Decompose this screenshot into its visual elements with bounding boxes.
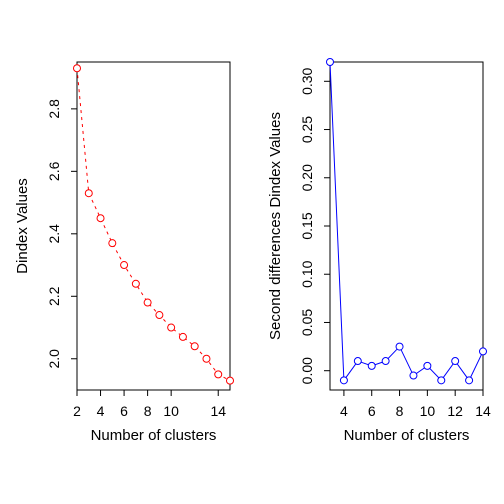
right-chart-frame	[330, 62, 483, 390]
left-chart-frame	[77, 62, 230, 390]
right-chart-marker	[424, 362, 431, 369]
left-chart-marker	[144, 299, 151, 306]
right-chart-marker	[438, 377, 445, 384]
right-chart-xlabel: Number of clusters	[344, 427, 470, 444]
left-chart-marker	[74, 65, 81, 72]
left-chart-xtick-label: 2	[73, 403, 81, 419]
right-chart-marker	[480, 348, 487, 355]
left-chart-ytick-label: 2.8	[46, 99, 62, 119]
right-chart-xtick-label: 8	[396, 403, 404, 419]
left-chart-marker	[215, 371, 222, 378]
right-chart-marker	[466, 377, 473, 384]
left-chart-ytick-label: 2.2	[46, 286, 62, 306]
right-chart-xtick-label: 6	[368, 403, 376, 419]
right-chart-ytick-label: 0.30	[299, 67, 315, 94]
right-chart-ytick-label: 0.25	[299, 116, 315, 143]
right-chart-marker	[368, 362, 375, 369]
right-chart-xtick-label: 14	[475, 403, 491, 419]
left-chart-marker	[109, 240, 116, 247]
right-chart-marker	[340, 377, 347, 384]
right-chart-marker	[327, 59, 334, 66]
figure: 246810142.02.22.42.62.8Number of cluster…	[0, 0, 504, 504]
right-chart-ytick-label: 0.20	[299, 164, 315, 191]
right-chart-ytick-label: 0.00	[299, 357, 315, 384]
right-chart-marker	[396, 343, 403, 350]
left-chart-ylabel: Dindex Values	[14, 178, 31, 274]
left-chart-ytick-label: 2.4	[46, 224, 62, 244]
right-chart-marker	[382, 358, 389, 365]
left-chart-marker	[156, 312, 163, 319]
left-chart: 2468 10 14 2.0 2.2 2.4 2.6 2.8 Number of cluster…	[14, 62, 234, 444]
right-chart-xtick-label: 12	[447, 403, 463, 419]
right-chart-xtick-label: 10	[420, 403, 436, 419]
right-chart: 4 6 8 10 12 14 0.00 0.05 0.10 0.15 0.20 0.25 0.30 Num…	[267, 59, 491, 445]
left-chart-marker	[203, 355, 210, 362]
left-chart-xtick-label: 10	[163, 403, 179, 419]
left-chart-ytick-label: 2.0	[46, 349, 62, 369]
right-chart-marker	[410, 372, 417, 379]
left-chart-xlabel: Number of clusters	[91, 427, 217, 444]
right-chart-marker	[452, 358, 459, 365]
right-chart-ytick-label: 0.10	[299, 260, 315, 287]
left-chart-xtick-label: 4	[97, 403, 105, 419]
left-chart-marker	[191, 343, 198, 350]
left-chart-ytick-label: 2.6	[46, 161, 62, 181]
right-chart-ytick-label: 0.15	[299, 212, 315, 239]
left-chart-xtick-label: 8	[144, 403, 152, 419]
right-chart-line	[330, 62, 483, 380]
left-chart-line	[77, 68, 230, 380]
left-chart-xtick-label: 6	[120, 403, 128, 419]
left-chart-xtick-label: 14	[210, 403, 226, 419]
left-chart-marker	[85, 190, 92, 197]
left-chart-marker	[227, 377, 234, 384]
right-chart-ylabel: Second differences Dindex Values	[267, 112, 284, 340]
right-chart-marker	[354, 358, 361, 365]
right-chart-xtick-label: 4	[340, 403, 348, 419]
right-chart-ytick-label: 0.05	[299, 309, 315, 336]
left-chart-marker	[179, 333, 186, 340]
left-chart-marker	[97, 215, 104, 222]
left-chart-marker	[168, 324, 175, 331]
left-chart-marker	[121, 262, 128, 269]
left-chart-marker	[132, 280, 139, 287]
